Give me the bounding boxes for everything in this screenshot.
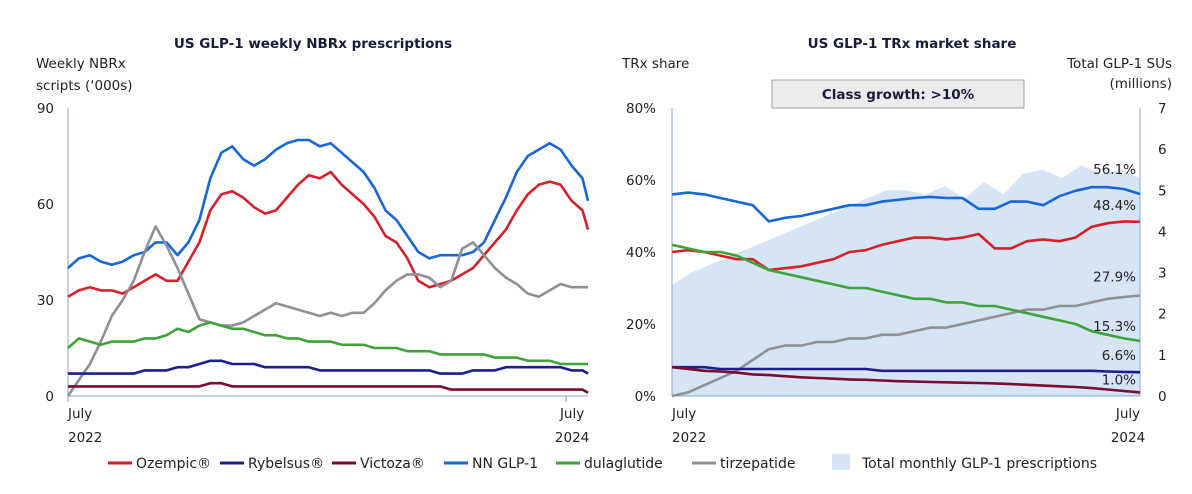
- right-y-right-tick-label: 0: [1158, 389, 1167, 405]
- legend-label-nn-glp-1: NN GLP-1: [472, 456, 538, 472]
- right-ylabel-right-line2: (millions): [1109, 76, 1172, 92]
- right-series-dulaglutide: [671, 243, 1141, 343]
- legend-label-tirzepatide: tirzepatide: [720, 456, 795, 472]
- right-series-ozempic: [671, 220, 1141, 272]
- left-series-victoza: [68, 381, 589, 394]
- left-chart-title: US GLP-1 weekly NBRx prescriptions: [174, 36, 452, 52]
- end-label-dulaglutide: 15.3%: [1093, 319, 1136, 335]
- right-y-right-tick-label: 5: [1158, 183, 1167, 199]
- left-ylabel-line2: scripts (‘000s): [36, 78, 133, 94]
- right-y-right-tick-label: 1: [1158, 348, 1167, 364]
- left-x-tick-label: July: [559, 406, 584, 422]
- legend-label-ozempic: Ozempic®: [136, 456, 211, 472]
- right-y-left-tick-label: 60%: [626, 173, 656, 189]
- right-ylabel-right-line1: Total GLP-1 SUs: [1066, 56, 1172, 72]
- end-label-nn-glp-1: 56.1%: [1093, 162, 1136, 178]
- area-total-glp1-prescriptions: [672, 165, 1140, 396]
- left-y-tick-label: 60: [37, 197, 54, 213]
- right-y-left-tick-label: 40%: [626, 245, 656, 261]
- right-y-left-tick-label: 0%: [635, 389, 657, 405]
- right-y-right-tick-label: 3: [1158, 266, 1167, 282]
- left-ylabel-line1: Weekly NBRx: [36, 56, 126, 72]
- right-series-nn-glp-1: [671, 185, 1141, 223]
- left-x-tick-label: 2024: [555, 430, 589, 446]
- right-plot-area: 0% 20% 40% 60% 80% 0 1 2 3 4 5 6 7 July 2022 July 2024 56…: [626, 101, 1167, 446]
- end-label-tirzepatide: 27.9%: [1093, 270, 1136, 286]
- left-x-tick-label: 2022: [68, 430, 102, 446]
- right-y-right-tick-label: 2: [1158, 307, 1167, 323]
- left-series-tirzepatide: [66, 225, 588, 397]
- right-x-tick-label: 2024: [1111, 430, 1145, 446]
- left-series-rybelsus: [68, 359, 589, 375]
- left-series-nn-glp-1: [67, 138, 590, 269]
- right-y-right-tick-label: 7: [1158, 101, 1167, 117]
- left-series-ozempic: [67, 170, 590, 298]
- left-plot-area: 0 30 60 90 July 2022 July 2024: [37, 101, 589, 446]
- left-series-dulaglutide: [67, 321, 588, 366]
- right-series-tirzepatide: [671, 294, 1141, 398]
- end-label-rybelsus: 6.6%: [1102, 348, 1136, 364]
- left-y-tick-label: 90: [37, 101, 54, 117]
- legend-swatch-area: [832, 454, 850, 470]
- left-x-tick-label: July: [67, 406, 92, 422]
- right-series-victoza: [671, 365, 1141, 394]
- right-y-left-tick-label: 80%: [626, 101, 656, 117]
- class-growth-annotation: Class growth: >10%: [822, 87, 975, 103]
- legend-label-rybelsus: Rybelsus®: [248, 456, 324, 472]
- left-y-tick-label: 30: [37, 293, 54, 309]
- legend: Ozempic® Rybelsus® Victoza® NN GLP-1 dulaglu…: [108, 454, 1097, 472]
- right-series-rybelsus: [672, 365, 1141, 374]
- right-x-tick-label: July: [671, 406, 696, 422]
- right-y-left-tick-label: 20%: [626, 317, 656, 333]
- right-y-right-tick-label: 6: [1158, 142, 1167, 158]
- left-y-tick-label: 0: [45, 389, 54, 405]
- legend-label-area: Total monthly GLP-1 prescriptions: [861, 456, 1097, 472]
- right-y-right-tick-label: 4: [1158, 224, 1167, 240]
- right-ylabel-left: TRx share: [621, 56, 689, 72]
- legend-label-dulaglutide: dulaglutide: [584, 456, 663, 472]
- end-label-victoza: 1.0%: [1102, 372, 1136, 388]
- end-label-ozempic: 48.4%: [1093, 198, 1136, 214]
- class-growth-box: [771, 79, 1025, 109]
- legend-label-victoza: Victoza®: [360, 456, 425, 472]
- right-x-tick-label: 2022: [672, 430, 706, 446]
- right-x-tick-label: July: [1115, 406, 1140, 422]
- right-chart-title: US GLP-1 TRx market share: [808, 36, 1017, 52]
